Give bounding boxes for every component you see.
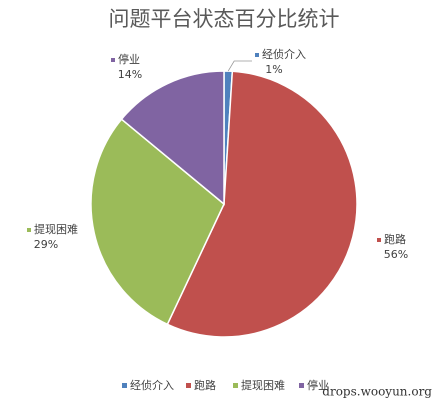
slice-label: 提现困难	[34, 223, 78, 236]
legend-label: 停业	[307, 378, 329, 392]
legend-marker	[186, 383, 191, 388]
label-marker	[255, 53, 259, 57]
value-label: 1%	[265, 63, 282, 76]
legend-label: 经侦介入	[130, 379, 174, 392]
label-marker	[27, 228, 31, 232]
label-marker	[377, 238, 381, 242]
slice-label: 跑路	[384, 232, 406, 246]
pie-slice	[166, 70, 358, 338]
slice-label: 停业	[118, 52, 140, 66]
watermark: drops.wooyun.org	[322, 385, 432, 399]
pie-slice	[120, 70, 225, 206]
value-label: 29%	[34, 238, 58, 251]
leader-line	[227, 60, 252, 72]
legend-label: 提现困难	[241, 379, 285, 392]
slice-label: 经侦介入	[262, 48, 306, 61]
legend-marker	[122, 383, 127, 388]
pie-slice	[90, 118, 225, 326]
value-label: 56%	[384, 248, 408, 261]
legend-label: 跑路	[194, 378, 216, 392]
chart-title: 问题平台状态百分比统计	[109, 7, 340, 31]
legend-marker	[299, 383, 304, 388]
label-marker	[111, 58, 115, 62]
value-label: 14%	[118, 68, 142, 81]
legend-marker	[233, 383, 238, 388]
